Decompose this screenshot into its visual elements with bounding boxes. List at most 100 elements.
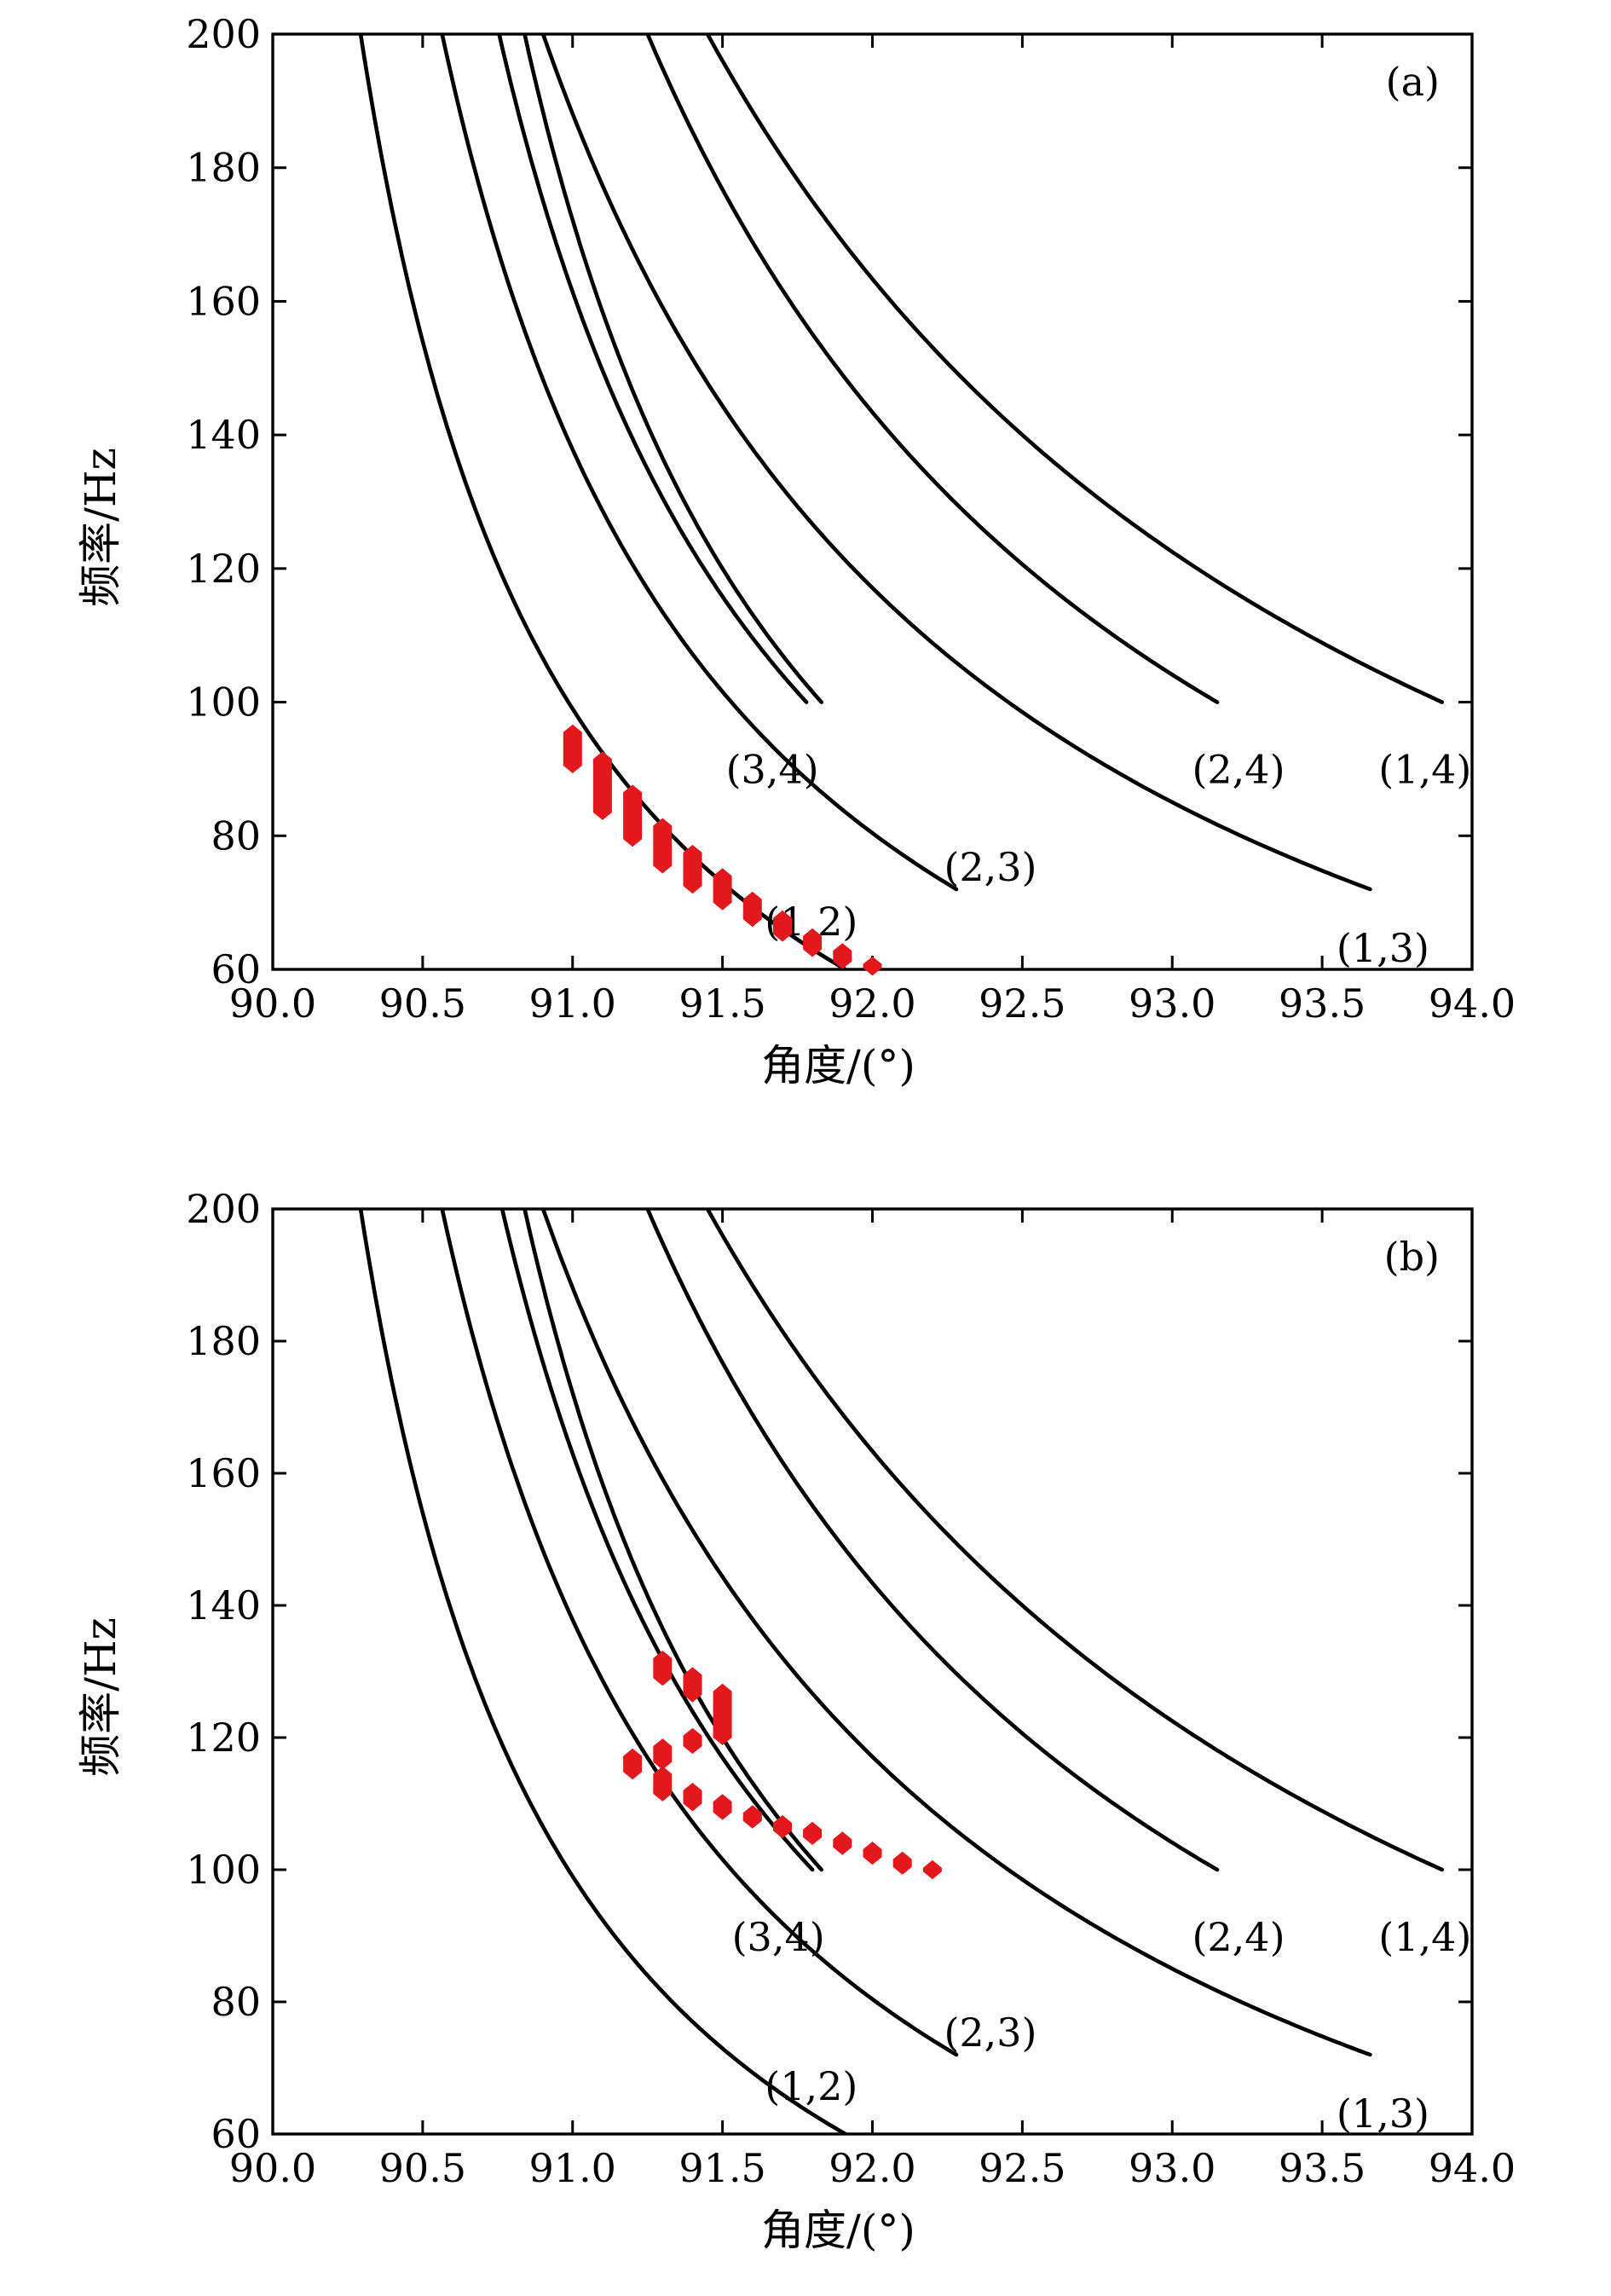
data-marker [803,928,823,957]
data-marker [713,1794,732,1820]
y-tick-label: 140 [186,1582,261,1628]
curve-label: (2,4) [1192,1914,1285,1960]
data-marker [623,1748,643,1780]
x-tick-label: 94.0 [1429,2145,1516,2191]
curve-label: (3,4) [726,747,819,793]
y-tick-label: 140 [186,412,261,458]
curve-unlabeled [523,34,823,704]
curve-label: (2,3) [944,2010,1036,2056]
y-axis-label: 频率/Hz [76,448,125,607]
y-tick-label: 80 [211,1979,261,2025]
x-tick-label: 92.0 [829,980,915,1027]
y-tick-label: 160 [186,278,261,324]
x-tick-label: 91.0 [529,980,616,1027]
curve-label: (1,2) [765,2063,857,2109]
x-tick-label: 92.5 [979,980,1065,1027]
curve-34 [499,1209,815,1872]
y-tick-label: 200 [186,1186,261,1232]
curve-14 [705,34,1445,704]
data-marker [653,1738,673,1770]
curve-label: (1,4) [1378,1914,1471,1960]
curve-label: (1,3) [1337,925,1429,971]
x-tick-label: 93.0 [1129,980,1215,1027]
curve-23 [440,1209,959,2057]
x-tick-label: 92.0 [829,2145,915,2191]
data-marker [683,1727,702,1755]
panel-b: 90.0 90.5 91.0 91.5 92.0 92.5 93.0 93.5 94.0 60 80… [76,1186,1516,2255]
x-tick-label: 90.5 [379,2145,466,2191]
data-marker [683,1783,702,1812]
curve-12 [358,34,848,969]
data-marker [592,751,612,820]
markers [563,724,882,976]
data-marker [563,724,582,773]
curve-13 [540,1209,1372,2057]
data-marker [833,1831,852,1855]
y-axis-label: 频率/Hz [76,1617,125,1777]
curve-label: (3,4) [732,1914,825,1960]
x-tick-label: 93.5 [1279,980,1366,1027]
data-marker [653,818,673,874]
x-tick-label: 91.5 [678,980,765,1027]
panel-label: (a) [1386,59,1440,105]
data-marker [922,1859,942,1880]
plot-frame [271,32,1474,971]
data-marker [653,1651,673,1686]
curve-23 [440,34,959,892]
curve-unlabeled [523,1209,823,1872]
x-tick-label: 91.0 [529,2145,616,2191]
x-tick-label: 90.0 [229,980,316,1027]
y-tick-label: 160 [186,1450,261,1496]
markers [623,1651,942,1880]
y-tick-label: 80 [211,813,261,859]
y-tick-label: 200 [186,11,261,57]
x-tick-label: 90.5 [379,980,466,1027]
data-marker [742,1805,762,1829]
curves [358,34,1445,969]
data-marker [863,956,882,976]
y-tick-label: 100 [186,680,261,726]
data-marker [623,784,643,847]
data-marker [742,891,762,928]
data-marker [803,1821,823,1845]
data-marker [683,1667,702,1703]
x-tick-label: 94.0 [1429,980,1516,1027]
data-marker [773,910,792,942]
curve-34 [497,34,809,704]
x-axis-label: 角度/(°) [761,2206,915,2255]
data-marker [863,1842,882,1865]
curve-label: (2,4) [1192,747,1285,793]
y-tick-label: 60 [211,2111,261,2157]
curve-13 [540,34,1372,892]
curve-label: (1,4) [1378,747,1471,793]
plot-frame [271,1207,1474,2136]
curve-label: (1,3) [1337,2091,1429,2137]
curve-24 [645,34,1220,704]
x-axis-label: 角度/(°) [761,1041,915,1090]
data-marker [713,1683,732,1745]
data-marker [892,1851,912,1875]
panel-label: (b) [1384,1234,1440,1280]
x-tick-label: 93.0 [1129,2145,1215,2191]
y-tick-label: 100 [186,1847,261,1893]
y-tick-label: 180 [186,145,261,191]
x-tick-label: 91.5 [678,2145,765,2191]
y-tick-label: 60 [211,946,261,992]
x-tick-label: 92.5 [979,2145,1065,2191]
data-marker [833,943,852,969]
data-marker [653,1766,673,1802]
x-tick-label: 90.0 [229,2145,316,2191]
y-tick-label: 120 [186,546,261,592]
x-tick-label: 93.5 [1279,2145,1366,2191]
curves [358,1209,1445,2134]
curve-12 [358,1209,848,2134]
curve-24 [645,1209,1220,1872]
data-marker [713,868,732,911]
y-tick-label: 120 [186,1715,261,1761]
data-marker [683,844,702,894]
curve-label: (2,3) [944,844,1036,890]
data-marker [773,1815,792,1839]
panel-a: 90.0 90.5 91.0 91.5 92.0 92.5 93.0 93.5 94.0 60 80… [76,11,1516,1090]
y-tick-label: 180 [186,1318,261,1364]
